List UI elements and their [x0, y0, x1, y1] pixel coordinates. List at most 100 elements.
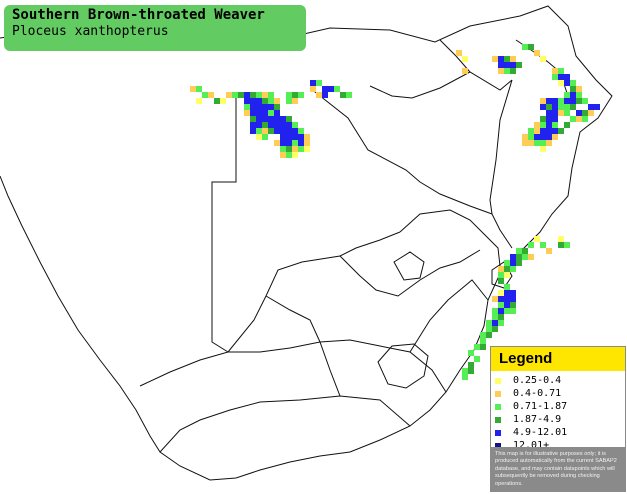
- grid-cell: [274, 140, 280, 146]
- grid-cell: [298, 92, 304, 98]
- grid-cell: [492, 308, 498, 314]
- grid-cell: [250, 98, 256, 104]
- legend-item: 4.9-12.01: [495, 426, 567, 439]
- grid-cell: [298, 146, 304, 152]
- grid-cell: [322, 86, 328, 92]
- grid-cell: [540, 104, 546, 110]
- grid-cell: [486, 326, 492, 332]
- grid-cell: [540, 128, 546, 134]
- grid-cell: [480, 344, 486, 350]
- grid-cell: [498, 290, 504, 296]
- grid-cell: [504, 272, 510, 278]
- grid-cell: [546, 140, 552, 146]
- grid-cell: [480, 332, 486, 338]
- grid-cell: [498, 278, 504, 284]
- grid-cell: [540, 56, 546, 62]
- grid-cell: [262, 92, 268, 98]
- grid-cell: [214, 98, 220, 104]
- grid-cell: [552, 104, 558, 110]
- grid-cell: [208, 92, 214, 98]
- grid-cell: [268, 92, 274, 98]
- grid-cell: [576, 110, 582, 116]
- grid-cell: [286, 92, 292, 98]
- grid-cell: [540, 242, 546, 248]
- legend-label: 0.25-0.4: [513, 375, 562, 386]
- grid-cell: [274, 128, 280, 134]
- grid-cell: [558, 74, 564, 80]
- grid-cell: [498, 266, 504, 272]
- grid-cell: [304, 134, 310, 140]
- grid-cell: [504, 296, 510, 302]
- grid-cell: [202, 92, 208, 98]
- grid-cell: [244, 92, 250, 98]
- grid-cell: [486, 332, 492, 338]
- grid-cell: [298, 140, 304, 146]
- border-botswana-south: [227, 231, 401, 353]
- grid-cell: [510, 308, 516, 314]
- grid-cell: [250, 92, 256, 98]
- legend-item: 12.01+: [495, 439, 567, 452]
- grid-cell: [534, 128, 540, 134]
- grid-cell: [262, 98, 268, 104]
- grid-cell: [552, 134, 558, 140]
- grid-cell: [498, 296, 504, 302]
- grid-cell: [268, 122, 274, 128]
- grid-cell: [552, 68, 558, 74]
- grid-cell: [546, 134, 552, 140]
- grid-cell: [346, 92, 352, 98]
- grid-cell: [304, 140, 310, 146]
- grid-cell: [274, 110, 280, 116]
- grid-cell: [256, 98, 262, 104]
- grid-cell: [522, 248, 528, 254]
- grid-cell: [588, 110, 594, 116]
- grid-cell: [588, 104, 594, 110]
- grid-cell: [310, 86, 316, 92]
- grid-cell: [540, 146, 546, 152]
- grid-cell: [468, 362, 474, 368]
- grid-cell: [576, 116, 582, 122]
- grid-cell: [238, 92, 244, 98]
- grid-cell: [268, 128, 274, 134]
- grid-cell: [516, 248, 522, 254]
- legend-swatch: [495, 377, 501, 384]
- grid-cell: [498, 272, 504, 278]
- grid-cell: [256, 116, 262, 122]
- grid-cell: [480, 338, 486, 344]
- grid-cell: [534, 140, 540, 146]
- border-zimbabwe-north: [369, 71, 513, 99]
- grid-cell: [546, 110, 552, 116]
- legend-label: 0.71-1.87: [513, 401, 568, 412]
- grid-cell: [570, 98, 576, 104]
- grid-cell: [256, 122, 262, 128]
- grid-cell: [190, 86, 196, 92]
- grid-cell: [522, 134, 528, 140]
- grid-cell: [498, 56, 504, 62]
- grid-cell: [304, 146, 310, 152]
- grid-cell: [552, 110, 558, 116]
- grid-cell: [558, 80, 564, 86]
- grid-cell: [558, 68, 564, 74]
- border-botswana-zimbabwe: [309, 87, 493, 215]
- grid-cell: [534, 134, 540, 140]
- grid-cell: [280, 122, 286, 128]
- grid-cell: [540, 140, 546, 146]
- border-province-2: [339, 249, 481, 297]
- grid-cell: [510, 266, 516, 272]
- border-mozambique-south: [491, 213, 513, 249]
- grid-cell: [462, 374, 468, 380]
- grid-cell: [286, 152, 292, 158]
- grid-cell: [540, 134, 546, 140]
- grid-cell: [522, 44, 528, 50]
- grid-cell: [262, 134, 268, 140]
- legend-list: 0.25-0.4 0.4-0.71 0.71-1.87 1.87-4.9 4.9-12.…: [495, 374, 567, 452]
- grid-cell: [540, 116, 546, 122]
- legend-swatch: [495, 429, 501, 436]
- grid-cell: [540, 122, 546, 128]
- grid-cell: [280, 140, 286, 146]
- legend-swatch: [495, 442, 501, 449]
- grid-cell: [516, 62, 522, 68]
- grid-cell: [274, 98, 280, 104]
- grid-cell: [250, 104, 256, 110]
- grid-cell: [262, 128, 268, 134]
